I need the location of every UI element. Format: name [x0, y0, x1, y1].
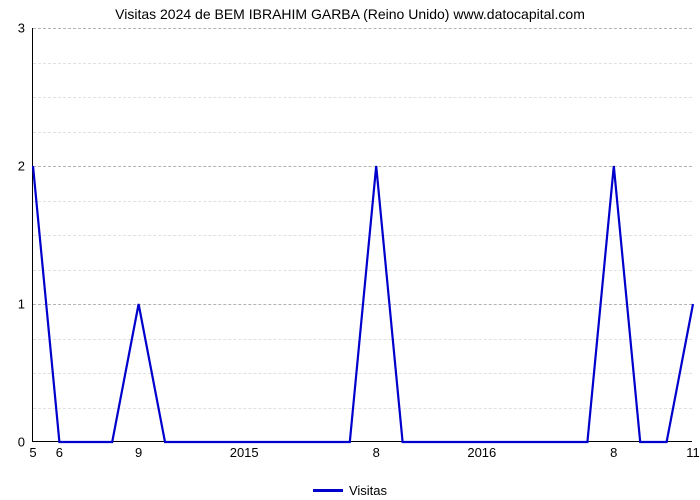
chart-title: Visitas 2024 de BEM IBRAHIM GARBA (Reino…: [0, 6, 700, 22]
y-tick-label: 2: [18, 159, 33, 174]
x-tick-label: 6: [56, 441, 63, 460]
legend-label: Visitas: [349, 483, 387, 498]
plot-area: 0123569201582016811: [32, 28, 692, 442]
y-tick-label: 3: [18, 21, 33, 36]
y-tick-label: 1: [18, 297, 33, 312]
x-tick-label: 2016: [467, 441, 496, 460]
legend-swatch: [313, 489, 343, 492]
x-tick-label: 5: [29, 441, 36, 460]
x-tick-label: 9: [135, 441, 142, 460]
legend-item: Visitas: [313, 483, 387, 498]
series-line: [33, 28, 693, 442]
x-tick-label: 2015: [230, 441, 259, 460]
x-tick-label: 8: [373, 441, 380, 460]
x-tick-label: 8: [610, 441, 617, 460]
legend: Visitas: [0, 479, 700, 498]
x-tick-label: 11: [686, 441, 700, 460]
